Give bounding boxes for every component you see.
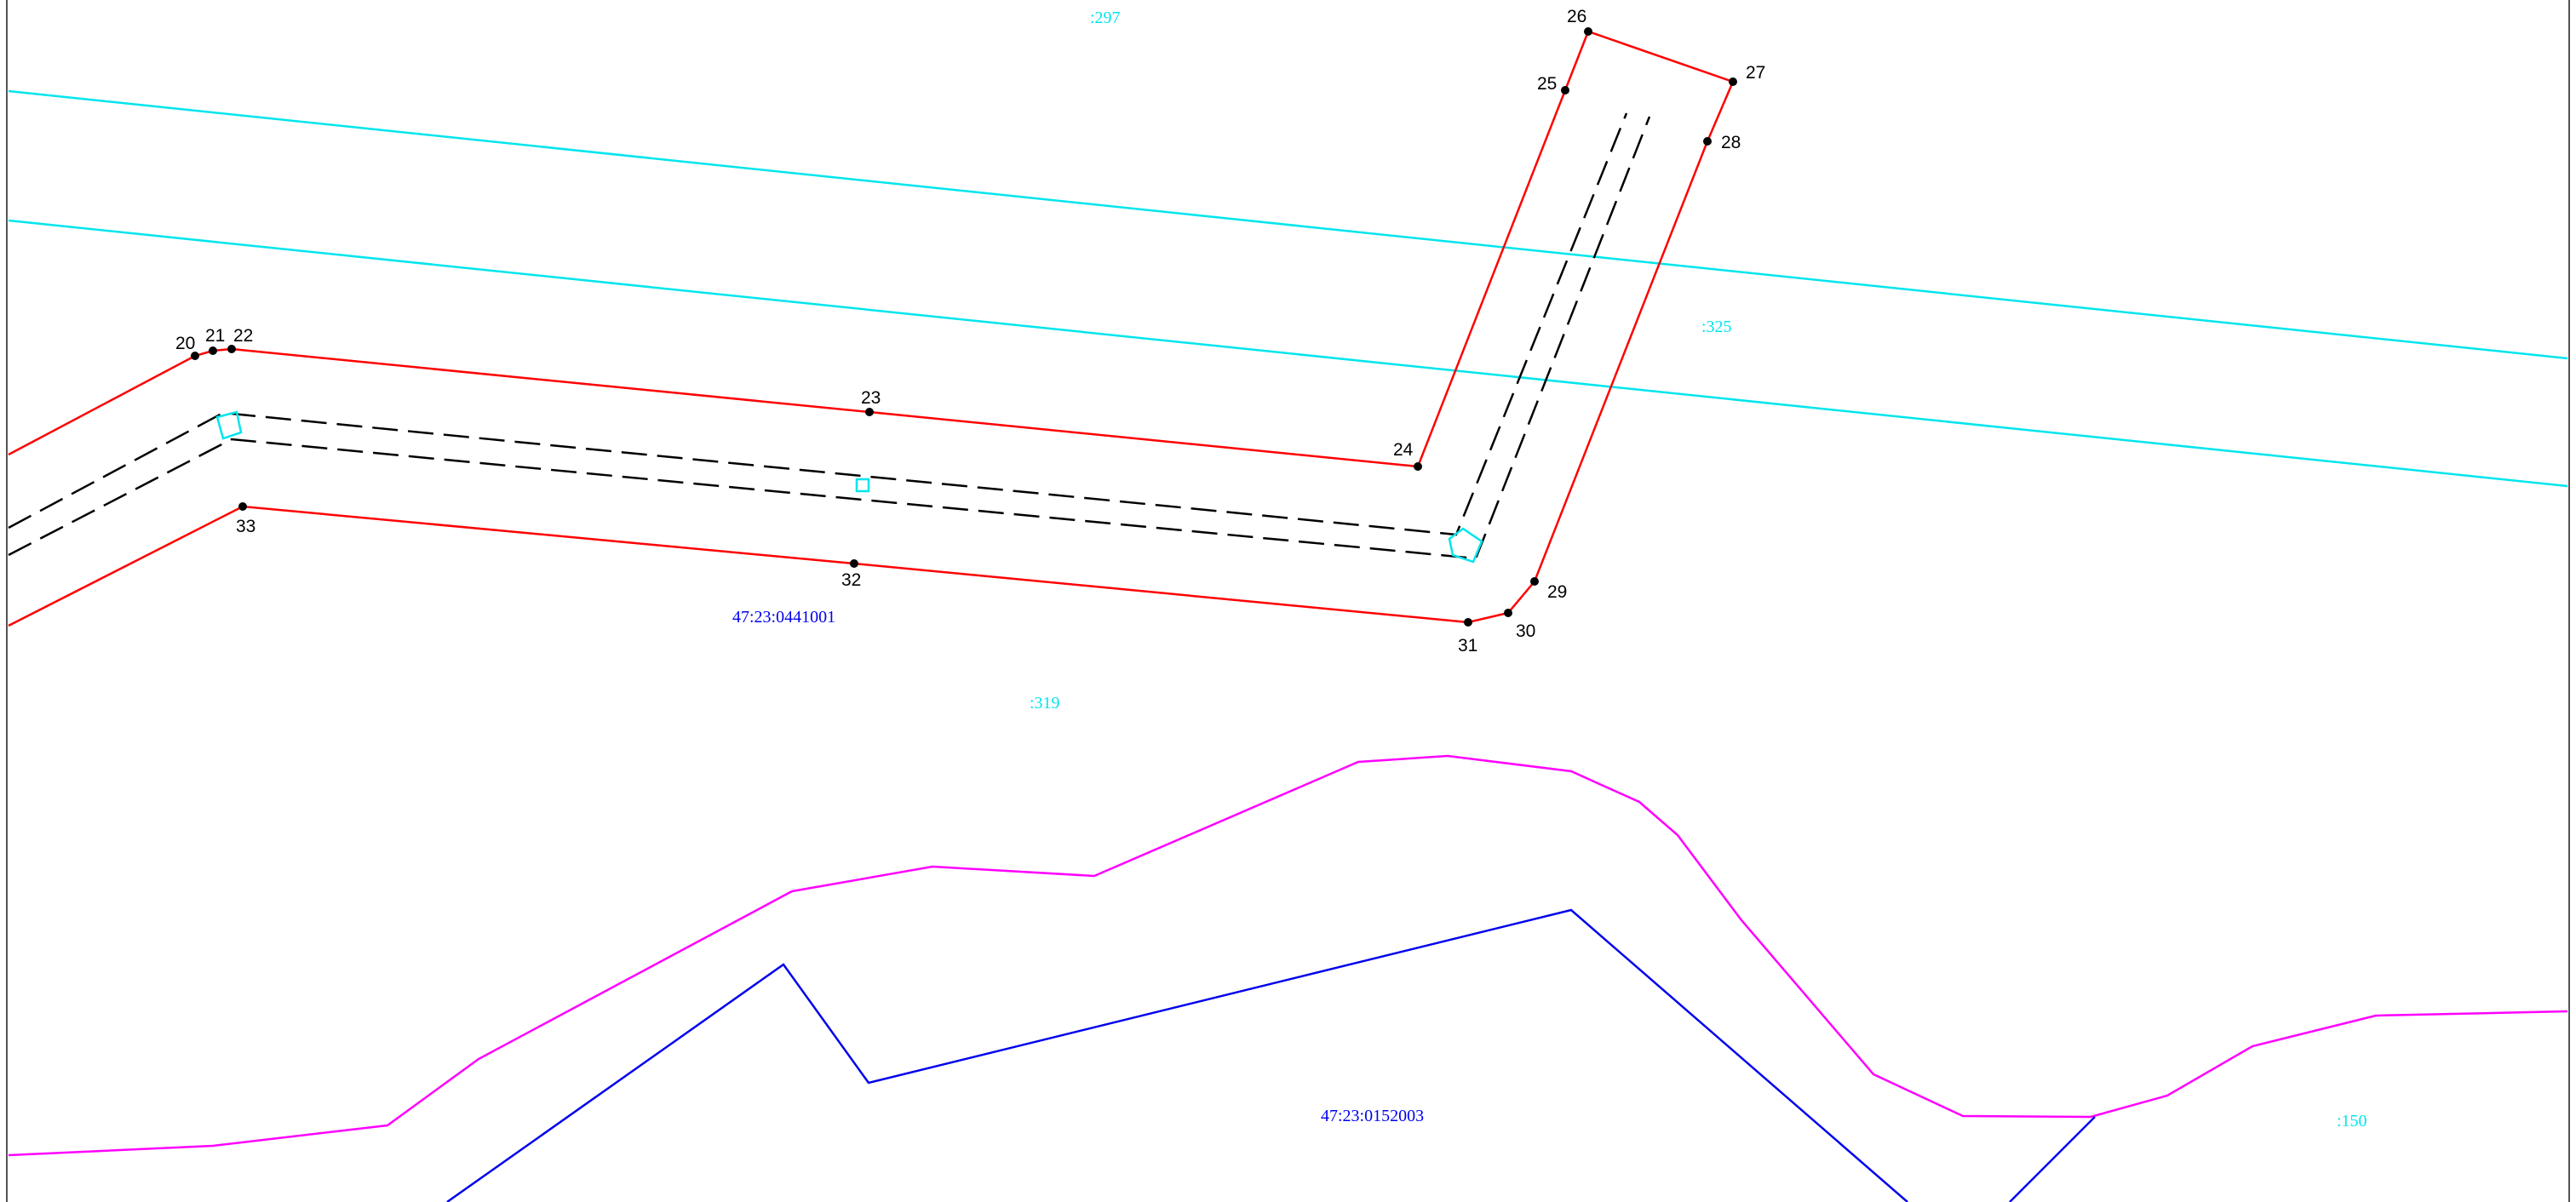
point-23-label: 23 — [861, 388, 881, 408]
parcel-150-label: :150 — [2337, 1112, 2367, 1130]
point-20-dot[interactable] — [191, 352, 199, 360]
blue-line-right — [2009, 1116, 2096, 1202]
point-21-dot[interactable] — [209, 346, 217, 355]
point-33-label: 33 — [236, 517, 255, 536]
point-20-label: 20 — [175, 334, 195, 353]
zone-line-lower — [8, 219, 2568, 488]
point-31-dot[interactable] — [1464, 618, 1472, 627]
point-30-label: 30 — [1516, 621, 1535, 641]
point-25-dot[interactable] — [1561, 86, 1569, 94]
point-30-dot[interactable] — [1504, 609, 1512, 617]
cyan-marker-west — [215, 410, 243, 440]
point-labels: 20 21 22 23 24 25 26 27 28 29 30 31 32 3… — [175, 7, 1765, 655]
point-27-label: 27 — [1746, 63, 1765, 83]
point-24-dot[interactable] — [1414, 462, 1422, 471]
parcel-boundary — [8, 30, 1735, 627]
point-33-dot[interactable] — [238, 502, 247, 511]
parcel-325-label: :325 — [1701, 318, 1732, 336]
parcel-labels: :297 :325 :319 :150 47:23:0441001 47:23:… — [732, 9, 2367, 1130]
blue-block-boundary — [446, 908, 1908, 1202]
cyan-marker-corner — [1448, 527, 1483, 564]
point-26-dot[interactable] — [1584, 27, 1592, 36]
point-28-dot[interactable] — [1703, 137, 1712, 146]
point-32-label: 32 — [841, 570, 861, 590]
point-31-label: 31 — [1458, 636, 1477, 655]
corridor-dashed-lower — [8, 116, 1651, 560]
point-21-label: 21 — [205, 326, 225, 346]
point-23-dot[interactable] — [865, 408, 874, 416]
corridor-dashed-upper — [8, 112, 1628, 536]
cyan-marker-middle — [855, 478, 870, 493]
point-29-dot[interactable] — [1530, 577, 1539, 586]
point-29-label: 29 — [1547, 582, 1567, 602]
parcel-319-label: :319 — [1030, 694, 1060, 713]
point-24-label: 24 — [1393, 440, 1414, 460]
point-26-label: 26 — [1567, 7, 1586, 26]
point-22-label: 22 — [233, 326, 253, 346]
parcel-297-label: :297 — [1090, 9, 1121, 27]
block-lower-label: 47:23:0152003 — [1321, 1107, 1424, 1125]
block-upper-label: 47:23:0441001 — [732, 608, 835, 627]
point-25-label: 25 — [1537, 74, 1557, 94]
point-32-dot[interactable] — [850, 559, 858, 568]
magenta-line — [8, 754, 2568, 1157]
zone-line-upper — [8, 89, 2568, 360]
boundary-points — [191, 27, 1737, 627]
point-22-dot[interactable] — [227, 345, 236, 353]
point-27-dot[interactable] — [1729, 77, 1737, 86]
point-28-label: 28 — [1721, 133, 1741, 152]
